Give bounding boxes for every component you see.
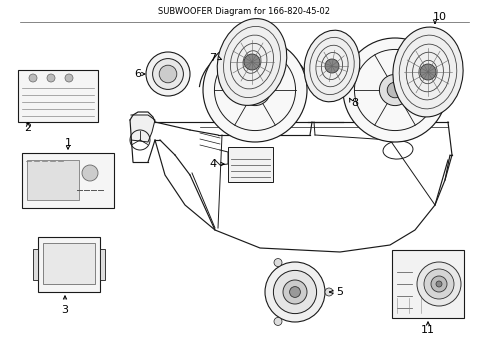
- Circle shape: [325, 288, 332, 296]
- FancyBboxPatch shape: [38, 237, 100, 292]
- Ellipse shape: [304, 30, 359, 102]
- Text: 1: 1: [64, 138, 71, 148]
- Circle shape: [283, 280, 306, 304]
- Circle shape: [273, 258, 282, 266]
- Circle shape: [342, 38, 446, 142]
- FancyBboxPatch shape: [43, 243, 95, 284]
- Circle shape: [423, 269, 453, 299]
- Circle shape: [416, 262, 460, 306]
- Text: 4: 4: [209, 159, 216, 169]
- Ellipse shape: [217, 19, 286, 105]
- Circle shape: [146, 52, 190, 96]
- FancyBboxPatch shape: [27, 160, 79, 200]
- Circle shape: [203, 38, 306, 142]
- Circle shape: [289, 287, 300, 297]
- Text: 6: 6: [134, 69, 141, 79]
- Text: SUBWOOFER Diagram for 166-820-45-02: SUBWOOFER Diagram for 166-820-45-02: [158, 8, 330, 17]
- Circle shape: [325, 59, 338, 73]
- Circle shape: [239, 75, 270, 105]
- Circle shape: [82, 165, 98, 181]
- Circle shape: [264, 262, 325, 322]
- Circle shape: [152, 59, 183, 89]
- Circle shape: [273, 318, 282, 325]
- Polygon shape: [131, 115, 155, 142]
- Circle shape: [379, 75, 410, 105]
- Circle shape: [419, 64, 435, 80]
- Circle shape: [244, 54, 260, 70]
- FancyBboxPatch shape: [33, 249, 38, 280]
- Text: 11: 11: [420, 325, 434, 335]
- Circle shape: [65, 74, 73, 82]
- FancyBboxPatch shape: [391, 250, 463, 318]
- Circle shape: [430, 276, 446, 292]
- FancyBboxPatch shape: [227, 147, 272, 182]
- FancyBboxPatch shape: [22, 153, 114, 208]
- Circle shape: [29, 74, 37, 82]
- Circle shape: [159, 65, 177, 83]
- Circle shape: [435, 281, 441, 287]
- Circle shape: [273, 270, 316, 314]
- Text: 3: 3: [61, 305, 68, 315]
- Text: 5: 5: [336, 287, 343, 297]
- Text: 10: 10: [432, 12, 446, 22]
- Text: 8: 8: [351, 98, 358, 108]
- Circle shape: [247, 82, 262, 98]
- Circle shape: [47, 74, 55, 82]
- FancyBboxPatch shape: [100, 249, 105, 280]
- Text: 7: 7: [209, 53, 216, 63]
- Ellipse shape: [392, 27, 462, 117]
- FancyBboxPatch shape: [18, 70, 98, 122]
- Text: 2: 2: [24, 123, 32, 133]
- Circle shape: [386, 82, 402, 98]
